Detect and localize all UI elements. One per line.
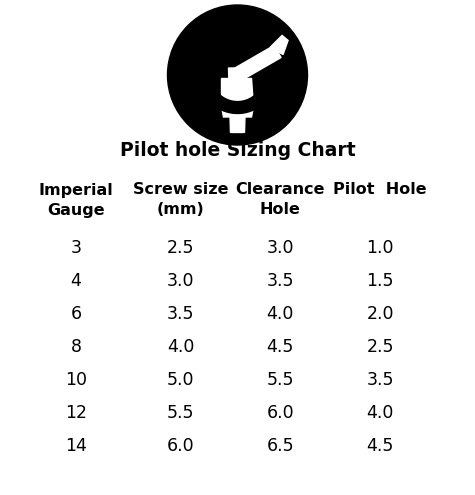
Text: (mm): (mm): [157, 202, 204, 217]
Text: 3.5: 3.5: [366, 371, 394, 389]
Polygon shape: [228, 68, 247, 132]
Text: 4.0: 4.0: [266, 305, 294, 323]
Text: 2.0: 2.0: [366, 305, 394, 323]
Text: Pilot  Hole: Pilot Hole: [333, 183, 427, 198]
Text: 2.5: 2.5: [167, 239, 194, 257]
Text: 4: 4: [71, 272, 81, 290]
Text: 6.0: 6.0: [167, 437, 194, 455]
Text: 10: 10: [65, 371, 87, 389]
Text: 12: 12: [65, 404, 87, 422]
Text: 3: 3: [70, 239, 82, 257]
Polygon shape: [221, 79, 254, 117]
Text: 1.0: 1.0: [366, 239, 394, 257]
Text: 4.5: 4.5: [366, 437, 394, 455]
Text: 1.5: 1.5: [366, 272, 394, 290]
Text: 5.5: 5.5: [167, 404, 194, 422]
Text: Clearance: Clearance: [236, 183, 325, 198]
Text: 2.5: 2.5: [366, 338, 394, 356]
Text: 4.0: 4.0: [167, 338, 194, 356]
Text: 6.0: 6.0: [266, 404, 294, 422]
Polygon shape: [201, 84, 274, 113]
Polygon shape: [232, 46, 281, 82]
Text: 5.0: 5.0: [167, 371, 194, 389]
Polygon shape: [231, 117, 244, 132]
Text: 6.5: 6.5: [266, 437, 294, 455]
Text: 14: 14: [65, 437, 87, 455]
Text: 3.5: 3.5: [266, 272, 294, 290]
Text: 4.5: 4.5: [266, 338, 294, 356]
Text: Screw size: Screw size: [133, 183, 228, 198]
Text: Gauge: Gauge: [47, 202, 105, 217]
Text: 4.0: 4.0: [366, 404, 394, 422]
Text: 3.5: 3.5: [167, 305, 194, 323]
Text: 3.0: 3.0: [266, 239, 294, 257]
Text: Hole: Hole: [260, 202, 301, 217]
Text: Pilot hole Sizing Chart: Pilot hole Sizing Chart: [120, 141, 355, 159]
Text: 6: 6: [70, 305, 82, 323]
Text: 8: 8: [70, 338, 82, 356]
Text: 3.0: 3.0: [167, 272, 194, 290]
Polygon shape: [270, 36, 288, 54]
Text: Imperial: Imperial: [38, 183, 114, 198]
Text: 5.5: 5.5: [266, 371, 294, 389]
Circle shape: [168, 5, 307, 145]
